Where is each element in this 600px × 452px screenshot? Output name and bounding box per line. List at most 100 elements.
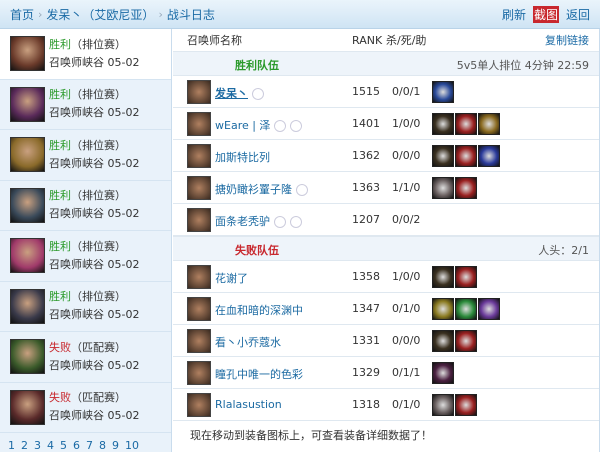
item-icon[interactable] (432, 266, 454, 288)
match-summary: 失败（匹配赛） 召唤师峡谷 05-02 (49, 389, 139, 425)
match-summary: 胜利（排位赛） 召唤师峡谷 05-02 (49, 86, 139, 122)
match-item[interactable]: 胜利（排位赛） 召唤师峡谷 05-02 (0, 231, 171, 282)
player-name[interactable]: 面条老秃驴 (215, 213, 302, 229)
player-kda: 0/0/1 (392, 85, 421, 98)
champion-avatar (187, 208, 211, 232)
player-kda: 0/0/0 (392, 334, 421, 347)
match-result: 胜利 (49, 239, 71, 253)
player-name-text[interactable]: 在血和暗的深渊中 (215, 304, 303, 317)
player-name-text[interactable]: wEare | 泽 (215, 119, 271, 132)
item-list (432, 394, 477, 416)
item-icon[interactable] (455, 298, 477, 320)
item-icon[interactable] (478, 298, 500, 320)
player-name-text[interactable]: 搪奶瞰衫罿子隆 (215, 183, 292, 196)
item-icon[interactable] (432, 145, 454, 167)
player-name[interactable]: 发呆丶 (215, 85, 264, 101)
item-icon[interactable] (432, 81, 454, 103)
match-result-line: 胜利（排位赛） (49, 137, 139, 155)
player-name[interactable]: 瞳孔中唯一的色彩 (215, 366, 303, 382)
player-badge-icon (296, 184, 308, 196)
match-item[interactable]: 胜利（排位赛） 召唤师峡谷 05-02 (0, 282, 171, 332)
item-icon[interactable] (432, 330, 454, 352)
item-icon[interactable] (432, 394, 454, 416)
item-icon[interactable] (478, 145, 500, 167)
item-icon[interactable] (432, 113, 454, 135)
player-name[interactable]: 搪奶瞰衫罿子隆 (215, 181, 308, 197)
page-link[interactable]: 2 (21, 439, 28, 452)
player-name-text[interactable]: 面条老秃驴 (215, 215, 270, 228)
copy-link-button[interactable]: 复制链接 (545, 34, 589, 47)
match-item[interactable]: 胜利（排位赛） 召唤师峡谷 05-02 (0, 80, 171, 130)
champion-avatar (187, 80, 211, 104)
player-rank: 1347 (352, 302, 380, 315)
item-icon[interactable] (478, 113, 500, 135)
player-row: 在血和暗的深渊中 1347 0/1/0 (173, 293, 599, 325)
player-row: 发呆丶 1515 0/0/1 (173, 76, 599, 108)
match-result-line: 失败（匹配赛） (49, 389, 139, 407)
player-badge-icon (290, 120, 303, 132)
player-name[interactable]: wEare | 泽 (215, 117, 303, 133)
player-name-text[interactable]: 瞳孔中唯一的色彩 (215, 368, 303, 381)
item-icon[interactable] (455, 394, 477, 416)
player-name[interactable]: Rlalasustion (215, 398, 282, 411)
item-icon[interactable] (455, 177, 477, 199)
screenshot-button[interactable]: 截图 (532, 5, 559, 23)
player-name[interactable]: 看丶小乔蔻水 (215, 334, 281, 350)
item-icon[interactable] (432, 362, 454, 384)
page-link[interactable]: 6 (73, 439, 80, 452)
champion-avatar (10, 86, 45, 122)
match-item[interactable]: 胜利（排位赛） 召唤师峡谷 05-02 (0, 29, 171, 80)
match-result: 胜利 (49, 88, 71, 102)
page-link[interactable]: 8 (99, 439, 106, 452)
player-name-text[interactable]: 加斯特比列 (215, 151, 270, 164)
match-item[interactable]: 胜利（排位赛） 召唤师峡谷 05-02 (0, 181, 171, 231)
player-name[interactable]: 加斯特比列 (215, 149, 270, 165)
match-mode: （匹配赛） (71, 391, 126, 405)
col-rank: RANK (352, 33, 383, 47)
match-map-date: 召唤师峡谷 05-02 (49, 308, 140, 322)
player-row: 面条老秃驴 1207 0/0/2 (173, 204, 599, 236)
player-name-text[interactable]: 发呆丶 (215, 87, 248, 100)
match-result-line: 胜利（排位赛） (49, 187, 139, 205)
match-item[interactable]: 失败（匹配赛） 召唤师峡谷 05-02 (0, 332, 171, 383)
champion-avatar (10, 389, 45, 425)
item-list (432, 177, 477, 199)
page-link[interactable]: 4 (47, 439, 54, 452)
champion-avatar (187, 144, 211, 168)
match-map-date: 召唤师峡谷 05-02 (49, 55, 140, 69)
page-link[interactable]: 9 (112, 439, 119, 452)
item-icon[interactable] (455, 266, 477, 288)
player-row: 花谢了 1358 1/0/0 (173, 261, 599, 293)
back-button[interactable]: 返回 (565, 7, 590, 22)
match-item[interactable]: 胜利（排位赛） 召唤师峡谷 05-02 (0, 130, 171, 181)
match-mode: （排位赛） (71, 189, 126, 203)
player-name[interactable]: 在血和暗的深渊中 (215, 302, 303, 318)
breadcrumb-home[interactable]: 首页 (10, 7, 35, 22)
item-icon[interactable] (432, 177, 454, 199)
item-icon[interactable] (455, 113, 477, 135)
breadcrumb-player[interactable]: 发呆丶（艾欧尼亚） (46, 7, 155, 22)
page-link[interactable]: 7 (86, 439, 93, 452)
champion-avatar (187, 361, 211, 385)
refresh-button[interactable]: 刷新 (501, 7, 526, 22)
match-item[interactable]: 失败（匹配赛） 召唤师峡谷 05-02 (0, 383, 171, 433)
player-name-text[interactable]: 看丶小乔蔻水 (215, 336, 281, 349)
player-name-text[interactable]: Rlalasustion (215, 398, 282, 411)
match-list: 胜利（排位赛） 召唤师峡谷 05-02 胜利（排位赛） 召唤师峡谷 05-02 胜利（排… (0, 29, 172, 452)
player-name[interactable]: 花谢了 (215, 270, 248, 286)
page-link[interactable]: 3 (34, 439, 41, 452)
champion-avatar (10, 36, 45, 72)
page-link[interactable]: 5 (60, 439, 67, 452)
item-icon[interactable] (455, 330, 477, 352)
champion-avatar (10, 339, 45, 375)
page-link[interactable]: 10 (125, 439, 139, 452)
item-icon[interactable] (432, 298, 454, 320)
match-mode: （排位赛） (71, 88, 126, 102)
player-badge-icon (252, 88, 264, 100)
item-icon[interactable] (455, 145, 477, 167)
match-mode: （排位赛） (71, 37, 126, 51)
player-kda: 0/1/1 (392, 366, 421, 379)
match-map-date: 召唤师峡谷 05-02 (49, 156, 140, 170)
page-link[interactable]: 1 (8, 439, 15, 452)
player-name-text[interactable]: 花谢了 (215, 272, 248, 285)
